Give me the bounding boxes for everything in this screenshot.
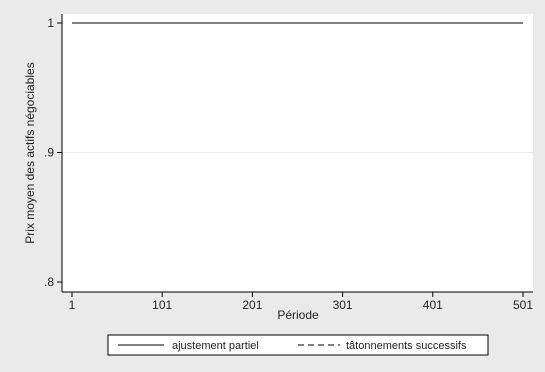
y-tick-label-0: .8 — [44, 275, 54, 289]
x-tick-layer: 1 101 201 301 401 501 — [69, 292, 533, 312]
x-tick-label-0: 1 — [69, 298, 76, 312]
x-axis-title: Période — [277, 308, 319, 322]
x-tick-label-5: 501 — [513, 298, 533, 312]
x-tick-label-1: 101 — [152, 298, 172, 312]
y-tick-layer: .8 .9 1 — [44, 16, 62, 289]
x-tick-label-2: 201 — [242, 298, 262, 312]
legend-label-tatonnements-successifs: tâtonnements successifs — [346, 340, 467, 352]
x-tick-label-3: 301 — [333, 298, 353, 312]
y-tick-label-2: 1 — [47, 16, 54, 30]
legend: ajustement partiel tâtonnements successi… — [107, 334, 489, 356]
y-axis-title: Prix moyen des actifs négociables — [23, 62, 37, 243]
x-tick-label-4: 401 — [423, 298, 443, 312]
y-tick-label-1: .9 — [44, 146, 54, 160]
legend-label-ajustement-partiel: ajustement partiel — [172, 340, 259, 352]
